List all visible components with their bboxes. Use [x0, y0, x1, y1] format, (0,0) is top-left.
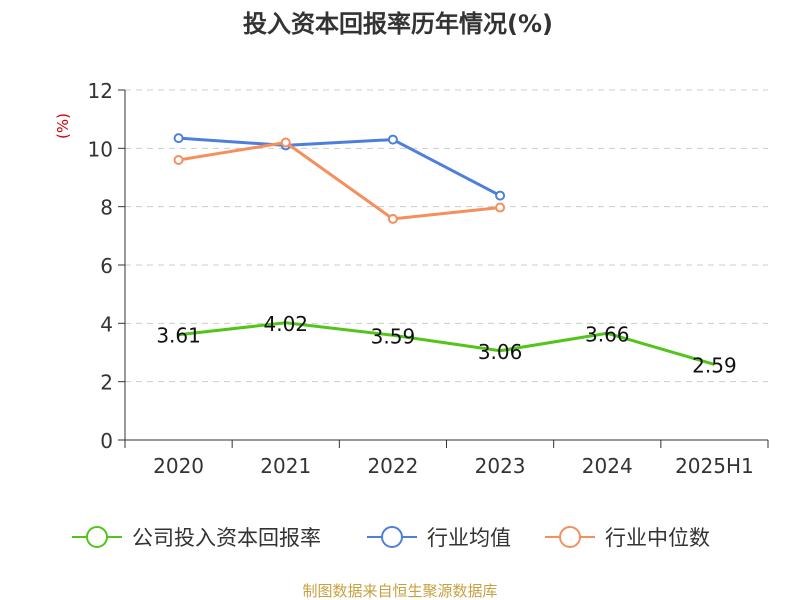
data-label: 2.59 — [692, 353, 737, 377]
y-tick-label: 8 — [100, 196, 113, 220]
series-line — [178, 136, 501, 197]
series-point — [387, 134, 398, 145]
legend-item-2: 行业均值 — [367, 526, 511, 550]
legend-item-1: 公司投入资本回报率 — [72, 526, 321, 550]
legend-label: 行业中位数 — [605, 526, 710, 550]
chart-title: 投入资本回报率历年情况(%) — [243, 10, 553, 38]
x-tick-label: 2024 — [582, 454, 633, 478]
grid-lines — [125, 89, 768, 383]
x-tick-label: 2023 — [475, 454, 526, 478]
y-tick-label: 2 — [100, 371, 113, 395]
axes: 0 2 4 6 8 10 12 2020 2021 2022 2023 2024 2025H1 — [88, 79, 769, 478]
series-point — [280, 137, 291, 148]
series-2 — [173, 133, 506, 201]
series-layer — [173, 133, 715, 366]
series-point — [387, 213, 398, 224]
y-tick-label: 6 — [100, 254, 113, 278]
legend: 公司投入资本回报率 行业均值 行业中位数 — [72, 526, 710, 550]
legend-marker — [381, 526, 403, 548]
series-line — [178, 321, 715, 366]
y-tick-label: 4 — [100, 312, 113, 336]
y-tick-label: 12 — [88, 79, 113, 103]
legend-label: 公司投入资本回报率 — [132, 526, 321, 550]
x-tick-label: 2025H1 — [675, 454, 754, 478]
x-tick-label: 2020 — [153, 454, 204, 478]
legend-item-3: 行业中位数 — [545, 526, 710, 550]
series-point — [173, 155, 184, 165]
series-point — [495, 202, 506, 213]
data-label: 3.66 — [585, 322, 630, 346]
y-tick-label: 10 — [88, 137, 113, 161]
x-tick-label: 2022 — [367, 454, 418, 478]
x-tick-label: 2021 — [260, 454, 311, 478]
series-3 — [173, 137, 506, 224]
legend-marker — [559, 526, 581, 548]
source-note: 制图数据来自恒生聚源数据库 — [302, 582, 497, 600]
y-tick-label: 0 — [100, 429, 113, 453]
data-label: 3.59 — [371, 324, 416, 348]
series-1 — [178, 321, 715, 366]
data-labels: 3.61 4.02 3.59 3.06 3.66 2.59 — [156, 312, 736, 378]
data-label: 4.02 — [263, 312, 308, 336]
legend-label: 行业均值 — [427, 526, 511, 550]
data-label: 3.06 — [478, 340, 523, 364]
legend-marker — [86, 526, 108, 548]
series-line — [178, 141, 501, 221]
data-label: 3.61 — [156, 324, 201, 348]
series-point — [495, 190, 506, 201]
y-axis-unit: (%) — [54, 113, 72, 139]
series-point — [173, 133, 184, 144]
